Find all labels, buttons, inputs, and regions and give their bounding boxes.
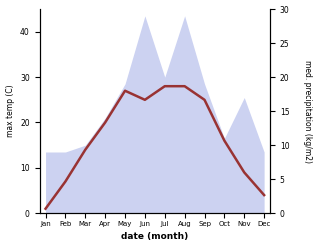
- Y-axis label: med. precipitation (kg/m2): med. precipitation (kg/m2): [303, 60, 313, 163]
- Y-axis label: max temp (C): max temp (C): [5, 85, 15, 138]
- X-axis label: date (month): date (month): [121, 232, 189, 242]
